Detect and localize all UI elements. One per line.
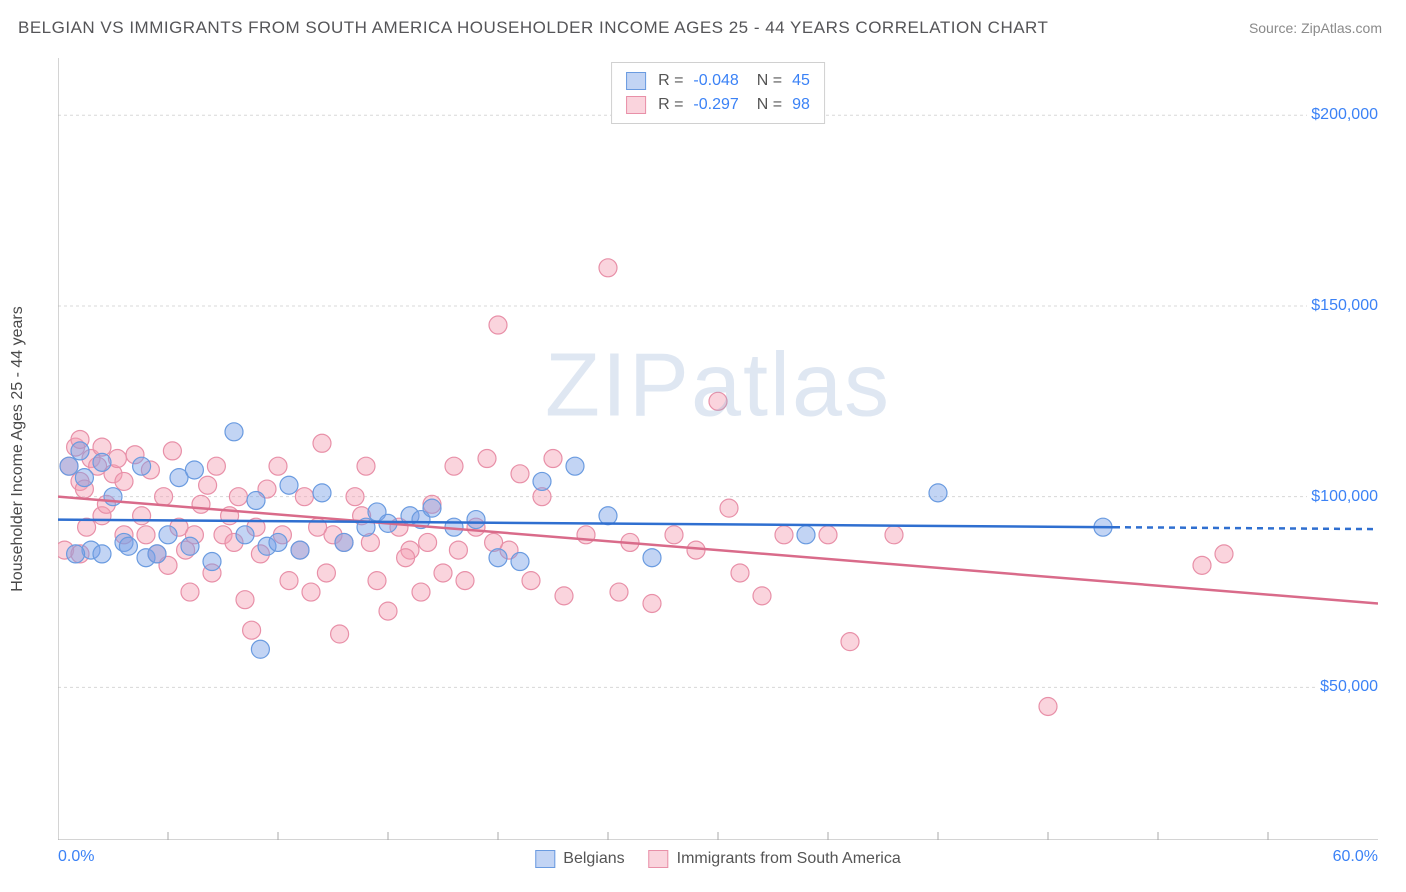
y-tick-label: $200,000	[1307, 106, 1382, 124]
series-legend: Belgians Immigrants from South America	[535, 850, 900, 868]
chart-title: BELGIAN VS IMMIGRANTS FROM SOUTH AMERICA…	[18, 18, 1048, 38]
series2-swatch	[649, 850, 669, 868]
y-tick-label: $100,000	[1307, 488, 1382, 506]
y-axis-label: Householder Income Ages 25 - 44 years	[9, 306, 27, 592]
series2-r-value: -0.297	[693, 93, 738, 117]
series1-swatch	[626, 72, 646, 90]
series1-swatch	[535, 850, 555, 868]
series1-n-value: 45	[792, 69, 810, 93]
series2-n-value: 98	[792, 93, 810, 117]
x-axis-min-label: 0.0%	[58, 848, 94, 866]
series2-swatch	[626, 96, 646, 114]
r-label: R =	[658, 93, 683, 117]
series2-label: Immigrants from South America	[677, 850, 901, 868]
y-tick-label: $150,000	[1307, 297, 1382, 315]
series1-label: Belgians	[563, 850, 624, 868]
chart-container: Householder Income Ages 25 - 44 years ZI…	[58, 58, 1378, 840]
x-axis-max-label: 60.0%	[1333, 848, 1378, 866]
scatter-plot	[58, 58, 1378, 840]
n-label: N =	[757, 93, 782, 117]
series1-r-value: -0.048	[693, 69, 738, 93]
source-attribution: Source: ZipAtlas.com	[1249, 20, 1382, 36]
n-label: N =	[757, 69, 782, 93]
y-tick-label: $50,000	[1316, 678, 1382, 696]
r-label: R =	[658, 69, 683, 93]
correlation-legend: R = -0.048 N = 45 R = -0.297 N = 98	[611, 62, 825, 124]
